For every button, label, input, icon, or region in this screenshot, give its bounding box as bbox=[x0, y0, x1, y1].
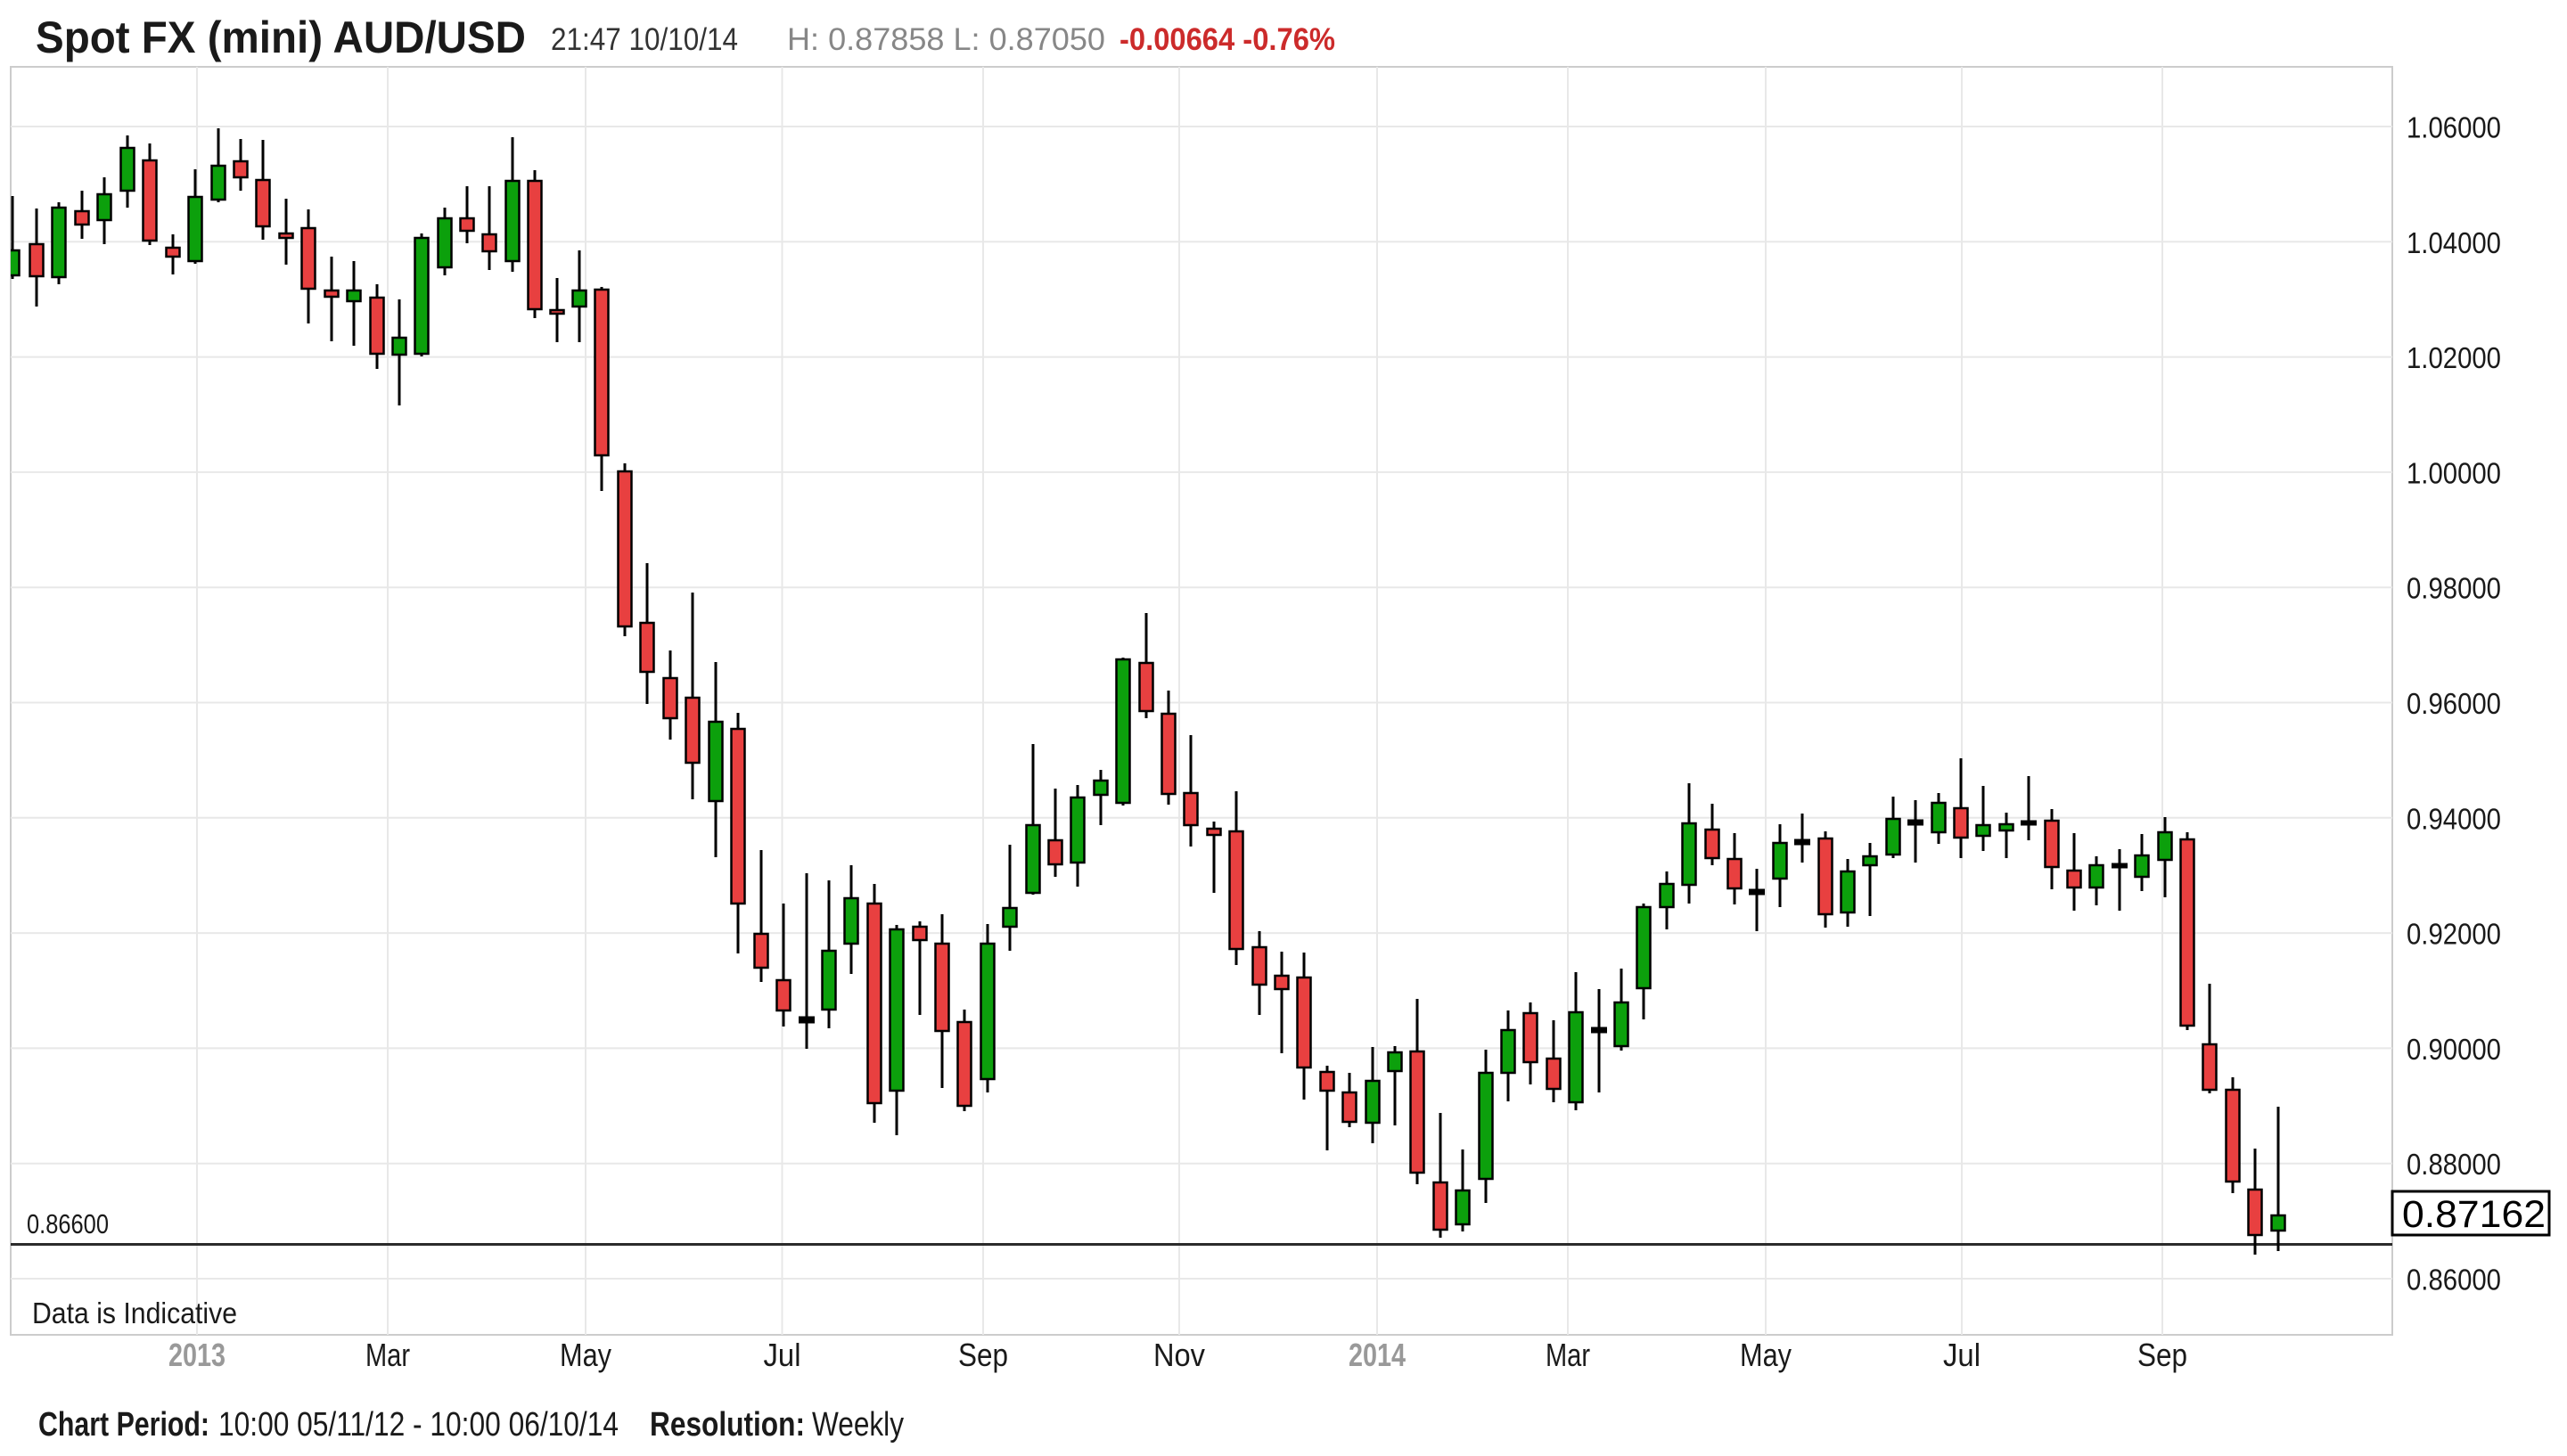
svg-text:0.98000: 0.98000 bbox=[2407, 572, 2501, 605]
svg-text:Data is Indicative: Data is Indicative bbox=[32, 1296, 237, 1329]
svg-text:1.02000: 1.02000 bbox=[2407, 341, 2501, 374]
svg-text:2013: 2013 bbox=[168, 1337, 226, 1373]
svg-text:Mar: Mar bbox=[365, 1337, 410, 1373]
svg-text:Mar: Mar bbox=[1546, 1337, 1590, 1373]
svg-text:H: 0.87858 L: 0.87050: H: 0.87858 L: 0.87050 bbox=[787, 22, 1105, 57]
svg-text:0.94000: 0.94000 bbox=[2407, 802, 2501, 835]
svg-text:May: May bbox=[560, 1337, 611, 1373]
svg-text:21:47 10/10/14: 21:47 10/10/14 bbox=[551, 22, 738, 57]
svg-text:-0.00664 -0.76%: -0.00664 -0.76% bbox=[1119, 22, 1335, 57]
svg-text:0.90000: 0.90000 bbox=[2407, 1033, 2501, 1066]
svg-text:2014: 2014 bbox=[1349, 1337, 1406, 1373]
svg-text:Sep: Sep bbox=[2137, 1337, 2187, 1373]
svg-text:10:00 05/11/12 - 10:00 06/10/1: 10:00 05/11/12 - 10:00 06/10/14 bbox=[218, 1406, 619, 1444]
svg-text:1.06000: 1.06000 bbox=[2407, 111, 2501, 144]
svg-text:Nov: Nov bbox=[1153, 1337, 1205, 1373]
svg-text:Sep: Sep bbox=[958, 1337, 1008, 1373]
svg-text:Weekly: Weekly bbox=[812, 1406, 904, 1444]
svg-text:Jul: Jul bbox=[764, 1337, 801, 1373]
svg-text:Jul: Jul bbox=[1943, 1337, 1981, 1373]
svg-text:1.00000: 1.00000 bbox=[2407, 456, 2501, 489]
svg-text:Resolution:: Resolution: bbox=[650, 1406, 805, 1444]
svg-text:1.04000: 1.04000 bbox=[2407, 226, 2501, 259]
svg-text:Chart Period:: Chart Period: bbox=[38, 1406, 209, 1444]
svg-text:May: May bbox=[1740, 1337, 1792, 1373]
svg-text:0.88000: 0.88000 bbox=[2407, 1148, 2501, 1181]
svg-text:0.92000: 0.92000 bbox=[2407, 918, 2501, 951]
svg-text:0.86000: 0.86000 bbox=[2407, 1264, 2501, 1296]
svg-text:Spot FX (mini) AUD/USD: Spot FX (mini) AUD/USD bbox=[36, 12, 526, 62]
svg-text:0.86600: 0.86600 bbox=[27, 1208, 109, 1239]
svg-text:0.87162: 0.87162 bbox=[2402, 1193, 2546, 1236]
svg-text:0.96000: 0.96000 bbox=[2407, 687, 2501, 720]
